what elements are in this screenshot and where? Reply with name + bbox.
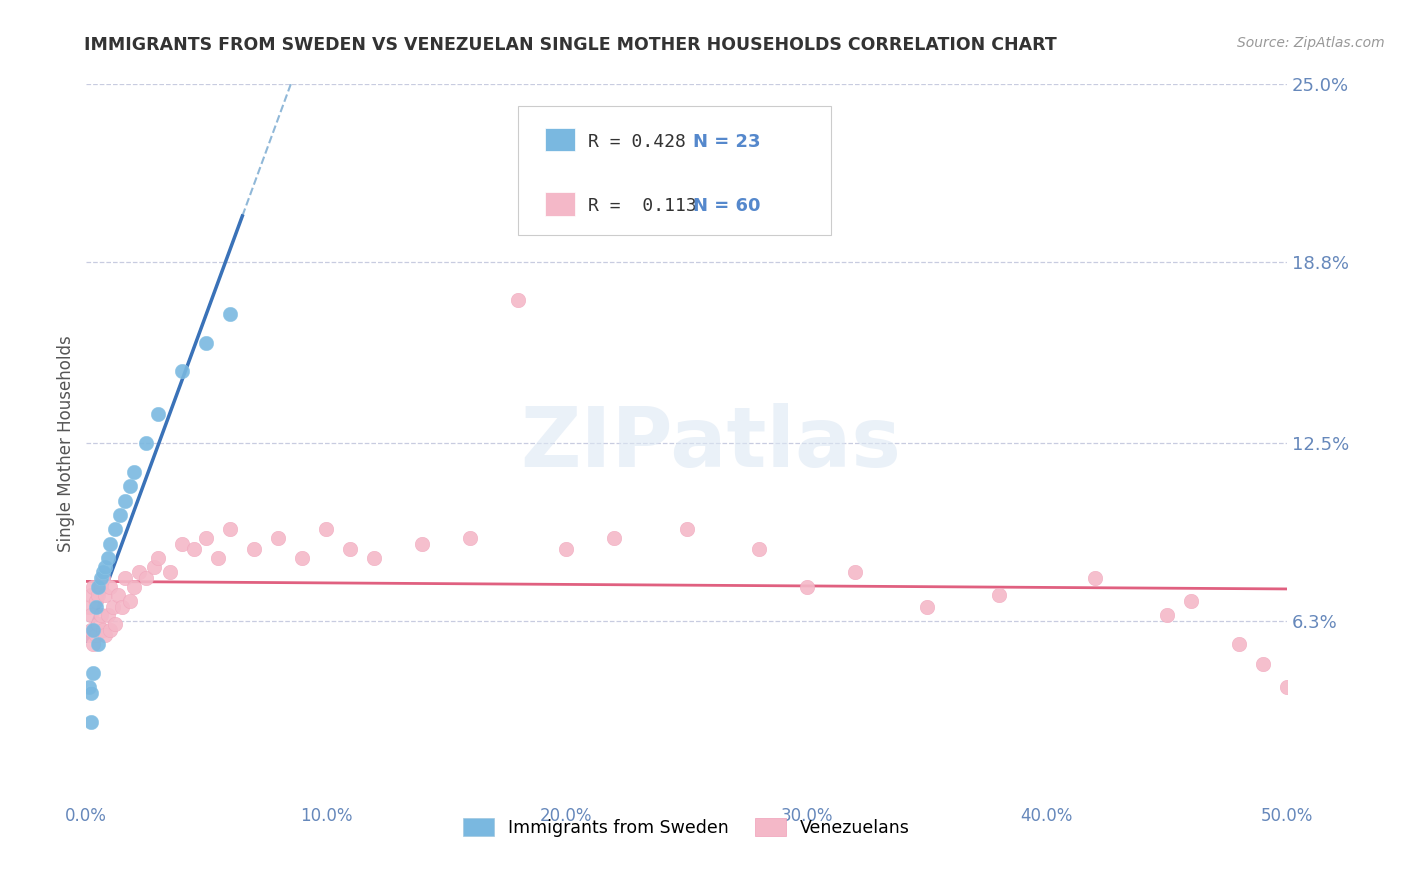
Point [111, 599, 134, 614]
Legend: Immigrants from Sweden, Venezuelans: Immigrants from Sweden, Venezuelans [456, 811, 917, 844]
Point [844, 566, 866, 580]
Point [796, 580, 818, 594]
Point [80, 686, 103, 700]
Point [267, 531, 290, 545]
Point [1251, 657, 1274, 672]
Point [747, 542, 769, 557]
Point [172, 364, 194, 378]
Point [84, 599, 107, 614]
Point [84, 628, 107, 642]
Point [118, 594, 141, 608]
Point [1084, 571, 1107, 585]
Point [195, 531, 218, 545]
FancyBboxPatch shape [546, 128, 575, 151]
Point [104, 522, 127, 536]
Point [603, 531, 626, 545]
Point [675, 522, 697, 536]
Text: N = 60: N = 60 [693, 197, 761, 215]
Text: ZIPatlas: ZIPatlas [520, 402, 901, 483]
Point [172, 536, 194, 550]
Point [508, 293, 530, 307]
Point [135, 436, 157, 450]
Point [82, 637, 104, 651]
Point [1156, 608, 1178, 623]
Point [124, 580, 146, 594]
Point [98, 536, 121, 550]
Point [84, 594, 107, 608]
Point [219, 307, 242, 321]
Point [82, 580, 104, 594]
Text: IMMIGRANTS FROM SWEDEN VS VENEZUELAN SINGLE MOTHER HOUSEHOLDS CORRELATION CHART: IMMIGRANTS FROM SWEDEN VS VENEZUELAN SIN… [84, 36, 1057, 54]
Point [80, 588, 103, 602]
Point [80, 714, 103, 729]
FancyBboxPatch shape [546, 193, 575, 216]
Point [1180, 594, 1202, 608]
Point [207, 551, 229, 566]
Point [183, 542, 205, 557]
Point [82, 665, 104, 680]
Point [243, 542, 266, 557]
Text: Source: ZipAtlas.com: Source: ZipAtlas.com [1237, 36, 1385, 50]
Point [87, 588, 110, 602]
Text: R =  0.113: R = 0.113 [588, 197, 697, 215]
Point [94, 628, 117, 642]
Point [114, 493, 136, 508]
Point [94, 559, 117, 574]
Point [555, 542, 578, 557]
Point [135, 571, 157, 585]
Point [148, 408, 170, 422]
Point [339, 542, 361, 557]
Point [91, 623, 114, 637]
Point [159, 566, 181, 580]
Point [915, 599, 938, 614]
Point [104, 617, 127, 632]
Point [77, 628, 100, 642]
Point [124, 465, 146, 479]
Point [90, 571, 112, 585]
Point [118, 479, 141, 493]
Point [315, 522, 337, 536]
Point [77, 680, 100, 694]
Point [97, 608, 120, 623]
Point [195, 335, 218, 350]
Point [82, 623, 104, 637]
Point [80, 608, 103, 623]
Point [128, 566, 150, 580]
Y-axis label: Single Mother Households: Single Mother Households [58, 334, 75, 551]
Point [101, 599, 124, 614]
Text: N = 23: N = 23 [693, 133, 761, 151]
Text: R = 0.428: R = 0.428 [588, 133, 686, 151]
Point [291, 551, 314, 566]
Point [1227, 637, 1250, 651]
Point [142, 559, 165, 574]
Point [80, 623, 103, 637]
Point [107, 588, 129, 602]
Point [411, 536, 433, 550]
Point [460, 531, 482, 545]
Point [97, 551, 120, 566]
Point [87, 637, 110, 651]
Point [91, 566, 114, 580]
Point [87, 617, 110, 632]
Point [90, 608, 112, 623]
Point [1275, 680, 1298, 694]
FancyBboxPatch shape [519, 106, 831, 235]
Point [987, 588, 1010, 602]
Point [77, 599, 100, 614]
Point [363, 551, 385, 566]
Point [90, 580, 112, 594]
Point [98, 623, 121, 637]
Point [98, 580, 121, 594]
Point [91, 571, 114, 585]
Point [148, 551, 170, 566]
Point [219, 522, 242, 536]
Point [108, 508, 131, 522]
Point [94, 588, 117, 602]
Point [87, 580, 110, 594]
Point [114, 571, 136, 585]
